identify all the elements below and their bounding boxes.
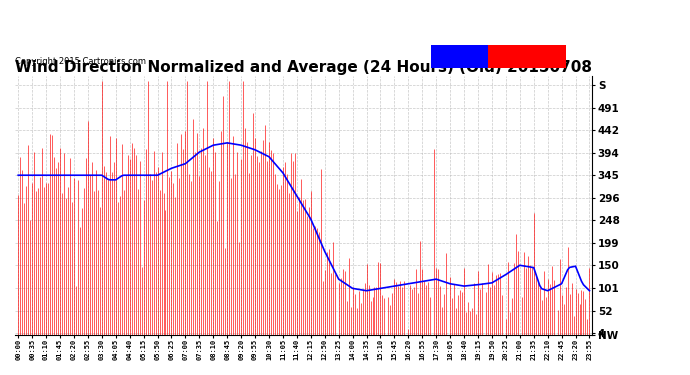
- FancyBboxPatch shape: [489, 45, 566, 68]
- Title: Wind Direction Normalized and Average (24 Hours) (Old) 20150708: Wind Direction Normalized and Average (2…: [15, 60, 592, 75]
- Text: Copyright 2015 Cartronics.com: Copyright 2015 Cartronics.com: [15, 57, 146, 66]
- FancyBboxPatch shape: [431, 45, 489, 68]
- Text: Median: Median: [433, 51, 474, 62]
- Text: Direction: Direction: [491, 51, 542, 62]
